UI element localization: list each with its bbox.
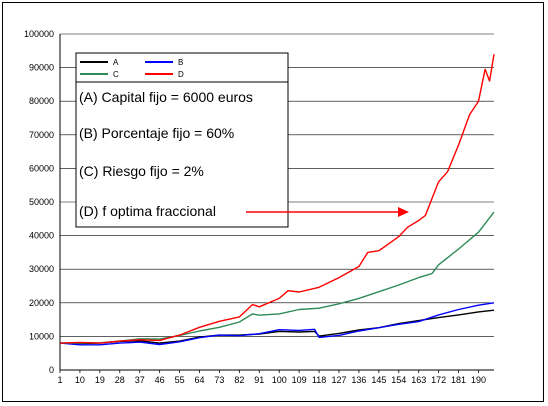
x-tick-label: 91	[254, 375, 264, 385]
series-line-a	[59, 309, 495, 345]
series-line-d	[59, 54, 495, 344]
x-tick-label: 55	[175, 375, 185, 385]
x-tick-label: 109	[292, 375, 307, 385]
annotation-text: (A) Capital fijo = 6000 euros	[79, 89, 253, 105]
y-tick-label: 30000	[29, 264, 54, 274]
x-tick-label: 145	[371, 375, 386, 385]
y-tick-label: 20000	[29, 298, 54, 308]
x-tick-label: 28	[115, 375, 125, 385]
y-tick-label: 90000	[29, 63, 54, 73]
x-tick-label: 37	[135, 375, 145, 385]
y-tick-label: 10000	[29, 331, 54, 341]
y-tick-label: 40000	[29, 231, 54, 241]
x-tick-label: 190	[471, 375, 486, 385]
x-tick-label: 154	[391, 375, 406, 385]
legend-label-c: C	[113, 70, 119, 79]
annotation-text: (C) Riesgo fijo = 2%	[79, 163, 204, 179]
x-tick-label: 10	[75, 375, 85, 385]
x-tick-label: 172	[431, 375, 446, 385]
y-tick-label: 60000	[29, 163, 54, 173]
x-tick-label: 136	[351, 375, 366, 385]
x-tick-label: 64	[194, 375, 204, 385]
y-tick-label: 80000	[29, 96, 54, 106]
x-tick-label: 1	[57, 375, 62, 385]
legend-box	[75, 52, 289, 83]
legend-label-b: B	[178, 58, 183, 67]
y-tick-label: 50000	[29, 197, 54, 207]
legend-label-a: A	[113, 58, 119, 67]
x-tick-label: 19	[95, 375, 105, 385]
annotation-arrow-head	[398, 207, 409, 217]
annotation-text: (B) Porcentaje fijo = 60%	[79, 125, 234, 141]
y-tick-label: 0	[49, 365, 54, 375]
x-tick-label: 46	[155, 375, 165, 385]
y-tick-label: 100000	[24, 29, 54, 39]
series-line-c	[60, 211, 495, 344]
series-line-b	[59, 302, 495, 346]
legend-label-d: D	[178, 70, 184, 79]
annotation-text: (D) f optima fraccional	[79, 203, 216, 219]
x-tick-label: 82	[234, 375, 244, 385]
x-tick-label: 181	[451, 375, 466, 385]
x-tick-label: 163	[411, 375, 426, 385]
x-tick-label: 73	[214, 375, 224, 385]
x-tick-label: 118	[312, 375, 326, 385]
x-tick-label: 127	[331, 375, 346, 385]
x-tick-label: 100	[272, 375, 287, 385]
y-tick-label: 70000	[29, 130, 54, 140]
